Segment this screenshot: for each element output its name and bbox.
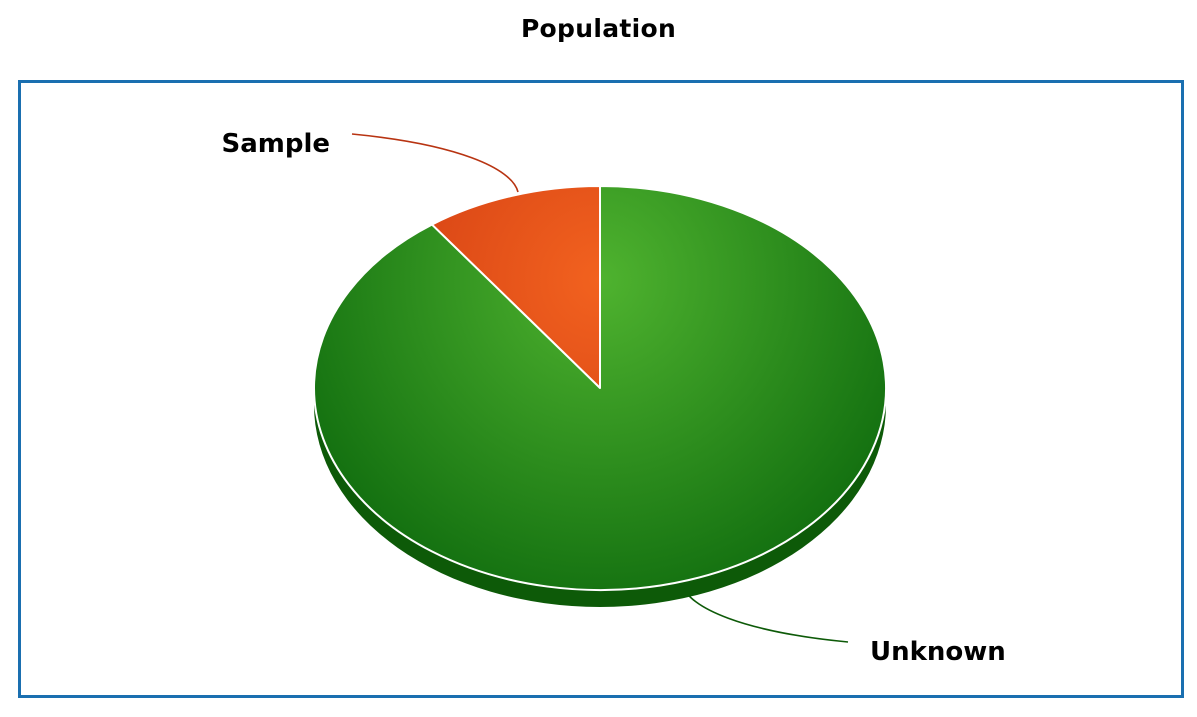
pie-slices <box>313 185 887 591</box>
pie-slice-sample[interactable] <box>430 185 601 389</box>
leader-line-unknown <box>681 583 849 643</box>
chart-title: Population <box>520 14 677 43</box>
pie-labels: Sample Unknown <box>221 129 1005 667</box>
slice-label-unknown: Unknown <box>870 637 1006 667</box>
leader-line-sample <box>351 133 519 193</box>
slice-label-sample: Sample <box>221 129 330 159</box>
pie-slice-unknown[interactable] <box>313 185 887 591</box>
pie-leaders <box>351 133 849 643</box>
